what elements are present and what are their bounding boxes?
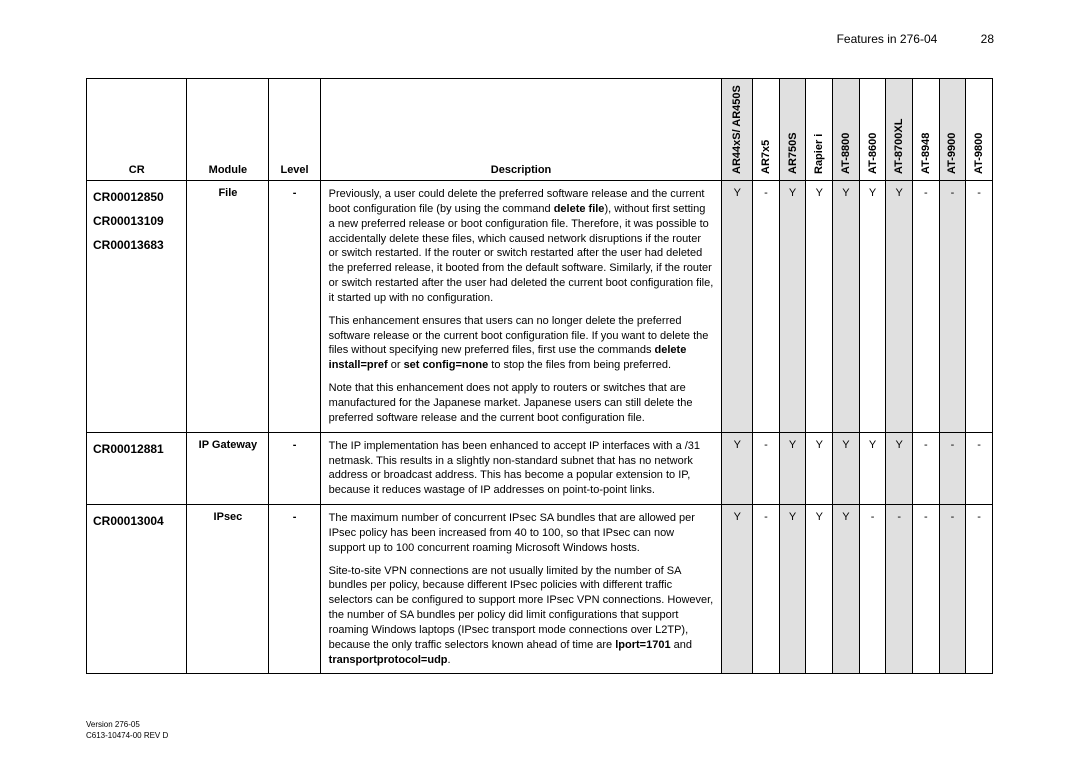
col-header-description: Description (320, 79, 722, 181)
page-number: 28 (981, 32, 994, 46)
device-cell-at8948: - (912, 505, 939, 674)
device-cell-at9900: - (939, 181, 966, 433)
device-cell-rapieri: Y (806, 432, 833, 504)
device-cell-ar44xs: Y (722, 432, 753, 504)
feature-table: CR Module Level Description AR44xS/ AR45… (86, 78, 993, 674)
device-cell-at8600: Y (859, 432, 886, 504)
cr-cell: CR00013004 (87, 505, 187, 674)
table-row: CR00012850CR00013109CR00013683File-Previ… (87, 181, 993, 433)
device-cell-ar7x5: - (753, 181, 780, 433)
device-cell-at8800: Y (833, 505, 860, 674)
device-cell-at8700xl: Y (886, 181, 913, 433)
device-cell-at8600: Y (859, 181, 886, 433)
device-cell-rapieri: Y (806, 181, 833, 433)
device-cell-ar7x5: - (753, 432, 780, 504)
col-header-at8700xl: AT-8700XL (886, 79, 913, 181)
device-cell-ar44xs: Y (722, 181, 753, 433)
features-title: Features in 276-04 (837, 32, 938, 46)
device-cell-at9800: - (966, 505, 993, 674)
device-cell-at8800: Y (833, 432, 860, 504)
page-header: Features in 276-04 28 (837, 32, 994, 46)
device-cell-at9900: - (939, 432, 966, 504)
device-cell-at8948: - (912, 432, 939, 504)
table-header-row: CR Module Level Description AR44xS/ AR45… (87, 79, 993, 181)
device-cell-rapieri: Y (806, 505, 833, 674)
col-header-at9900: AT-9900 (939, 79, 966, 181)
level-cell: - (269, 505, 320, 674)
module-cell: IP Gateway (187, 432, 269, 504)
col-header-at9800: AT-9800 (966, 79, 993, 181)
device-cell-at8948: - (912, 181, 939, 433)
device-cell-at8700xl: Y (886, 432, 913, 504)
device-cell-at8600: - (859, 505, 886, 674)
module-cell: IPsec (187, 505, 269, 674)
device-cell-at9900: - (939, 505, 966, 674)
device-cell-ar44xs: Y (722, 505, 753, 674)
footer-rev: C613-10474-00 REV D (86, 731, 168, 741)
device-cell-ar7x5: - (753, 505, 780, 674)
level-cell: - (269, 432, 320, 504)
page-footer: Version 276-05 C613-10474-00 REV D (86, 720, 168, 741)
table-row: CR00013004IPsec-The maximum number of co… (87, 505, 993, 674)
device-cell-at9800: - (966, 432, 993, 504)
description-cell: The IP implementation has been enhanced … (320, 432, 722, 504)
device-cell-at8800: Y (833, 181, 860, 433)
device-cell-ar750s: Y (779, 181, 806, 433)
col-header-ar7x5: AR7x5 (753, 79, 780, 181)
col-header-at8948: AT-8948 (912, 79, 939, 181)
device-cell-at8700xl: - (886, 505, 913, 674)
col-header-at8800: AT-8800 (833, 79, 860, 181)
device-cell-ar750s: Y (779, 505, 806, 674)
col-header-ar44xs: AR44xS/ AR450S (722, 79, 753, 181)
device-cell-at9800: - (966, 181, 993, 433)
col-header-rapieri: Rapier i (806, 79, 833, 181)
cr-cell: CR00012881 (87, 432, 187, 504)
cr-cell: CR00012850CR00013109CR00013683 (87, 181, 187, 433)
col-header-ar750s: AR750S (779, 79, 806, 181)
device-cell-ar750s: Y (779, 432, 806, 504)
module-cell: File (187, 181, 269, 433)
footer-version: Version 276-05 (86, 720, 168, 730)
description-cell: Previously, a user could delete the pref… (320, 181, 722, 433)
description-cell: The maximum number of concurrent IPsec S… (320, 505, 722, 674)
col-header-level: Level (269, 79, 320, 181)
col-header-cr: CR (87, 79, 187, 181)
col-header-module: Module (187, 79, 269, 181)
col-header-at8600: AT-8600 (859, 79, 886, 181)
level-cell: - (269, 181, 320, 433)
table-row: CR00012881IP Gateway-The IP implementati… (87, 432, 993, 504)
